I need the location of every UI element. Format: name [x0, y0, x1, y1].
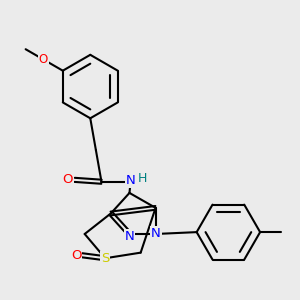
Text: N: N — [126, 174, 136, 187]
Text: O: O — [71, 249, 81, 262]
Text: O: O — [63, 173, 73, 186]
Text: H: H — [138, 172, 147, 185]
Text: N: N — [151, 227, 160, 241]
Text: S: S — [101, 252, 110, 265]
Text: N: N — [124, 230, 134, 244]
Text: O: O — [39, 53, 48, 66]
